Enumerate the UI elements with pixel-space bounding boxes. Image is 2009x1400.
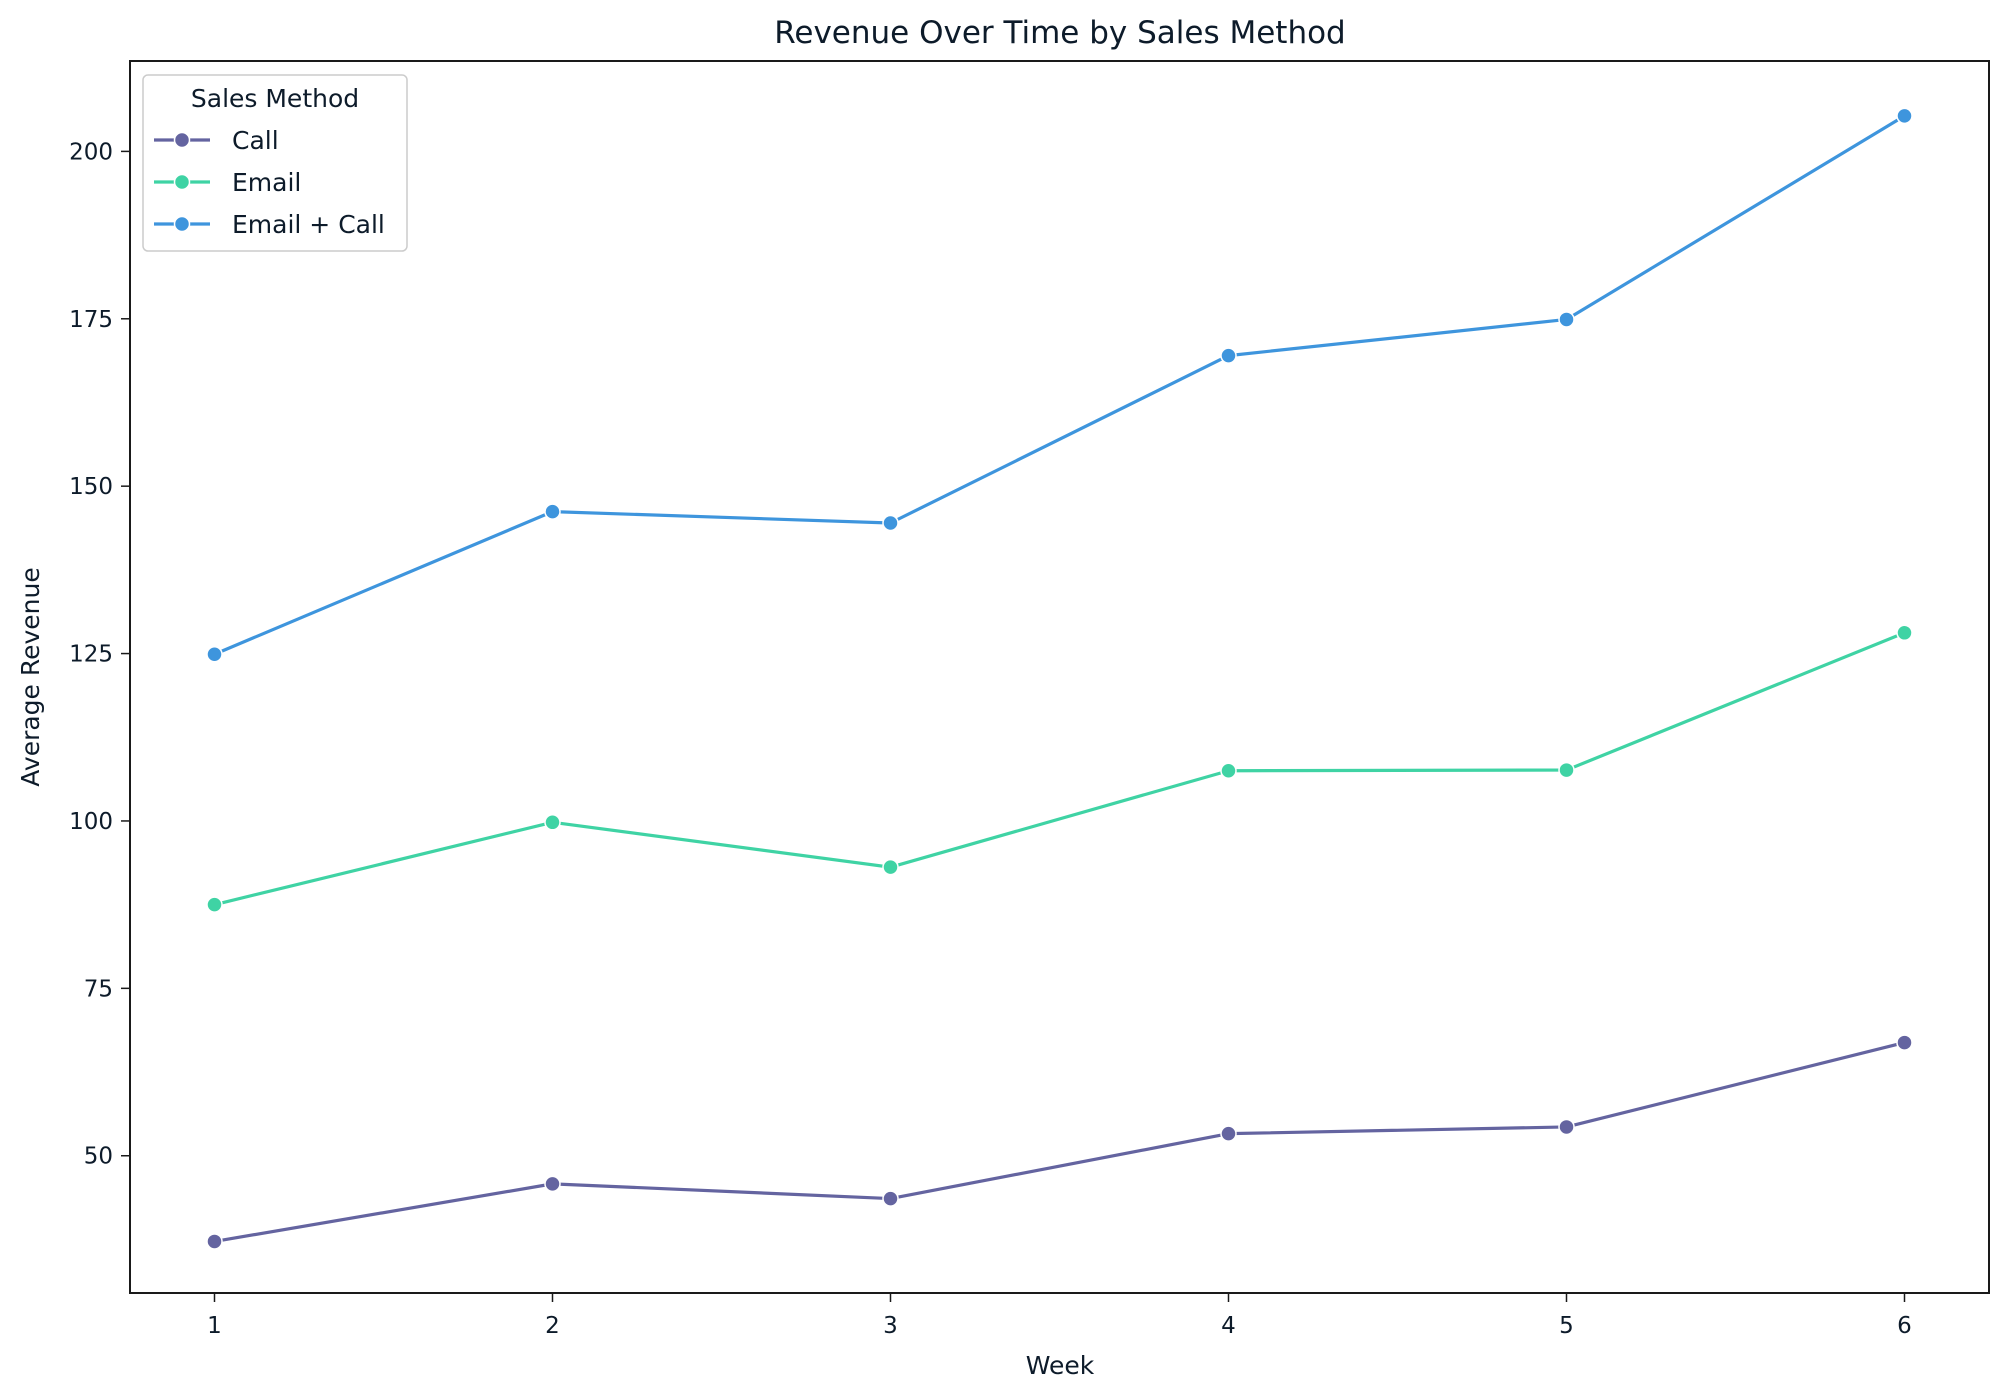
y-tick-label: 50 [84,1144,113,1170]
legend-item-call: Call [154,126,279,155]
legend-swatch-marker [173,173,191,191]
y-tick-label: 175 [69,307,113,333]
data-point-email-call [1558,311,1575,328]
legend-label: Email + Call [232,210,385,239]
y-tick-label: 75 [84,976,113,1002]
data-point-call [206,1233,223,1250]
legend-entries: Call Email Email + Call [154,126,385,239]
legend-label: Call [232,126,279,155]
series-email [206,624,1913,913]
data-point-email-call [1896,107,1913,125]
series-email-call [206,107,1913,663]
x-tick-label: 6 [1897,1313,1912,1339]
x-tick-label: 3 [883,1313,898,1339]
data-point-email [544,814,561,831]
legend-item-email-call: Email + Call [154,210,385,239]
legend-swatch-marker [173,215,191,233]
data-point-email-call [544,503,561,520]
y-tick-label: 100 [69,809,113,835]
chart-title: Revenue Over Time by Sales Method [774,15,1346,51]
series-line-email [212,631,1907,907]
legend-title: Sales Method [191,84,359,113]
data-point-email-call [882,514,899,532]
data-point-call [1896,1034,1913,1051]
legend-swatch-marker [173,131,191,149]
y-axis-label: Average Revenue [16,567,45,786]
data-point-call [1558,1118,1575,1136]
legend: Sales Method Call Email Email + Call [142,74,408,252]
data-point-email-call [1220,347,1237,364]
data-point-email [1558,761,1575,779]
series-call [206,1034,1913,1250]
y-tick-label: 200 [69,139,113,165]
legend-item-email: Email [154,168,301,197]
series-layer [206,107,1913,1250]
x-axis-label: Week [1026,1351,1095,1380]
data-point-call [1220,1125,1237,1142]
y-axis: 50 75 100 125 150 175 200 [69,139,130,1170]
x-axis: 1 2 3 4 5 6 [207,1293,1912,1339]
y-tick-label: 150 [69,474,113,500]
series-line-call [212,1040,1907,1244]
x-tick-label: 5 [1559,1313,1574,1339]
x-tick-label: 2 [545,1313,560,1339]
x-tick-label: 4 [1221,1313,1236,1339]
data-point-email [1896,624,1913,642]
series-line-email-call [212,114,1907,656]
legend-label: Email [232,168,301,197]
y-tick-label: 125 [69,642,113,668]
plot-area [129,60,1990,1294]
data-point-email [1220,762,1237,779]
data-point-email [206,896,223,913]
data-point-email [882,858,899,876]
data-point-call [882,1190,899,1207]
data-point-email-call [206,645,223,663]
legend-frame [142,74,408,252]
data-point-call [544,1175,561,1193]
x-tick-label: 1 [207,1313,222,1339]
